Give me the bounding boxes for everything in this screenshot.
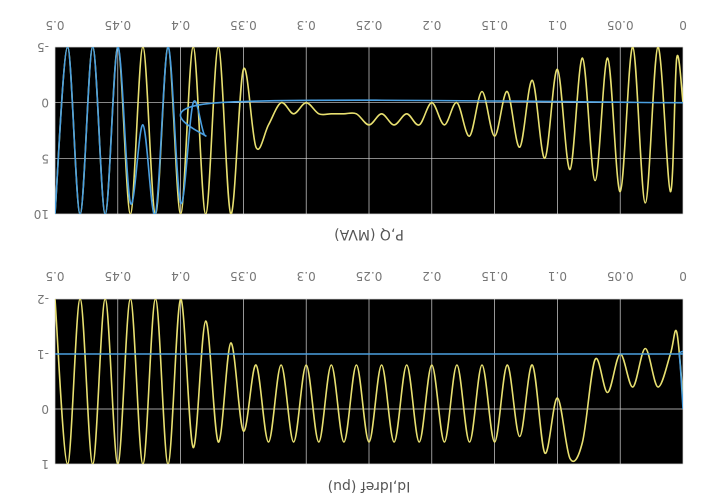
- power-x-axis-label: P,Q (MVA): [334, 226, 404, 242]
- power-x-tick-label: 0.05: [607, 18, 634, 32]
- current-y-tick-label: 0: [41, 402, 49, 416]
- power-x-tick-label: 0.3: [297, 18, 316, 32]
- current-x-tick-label: 0.25: [356, 269, 383, 283]
- current-x-tick-label: 0.5: [45, 269, 64, 283]
- power-series-line-2: [55, 47, 683, 214]
- power-x-tick-label: 0.4: [171, 18, 190, 32]
- current-x-tick-label: 0.3: [297, 269, 316, 283]
- power-x-tick-label: 0.35: [230, 18, 257, 32]
- power-y-tick-label: -5: [37, 40, 49, 54]
- power-x-tick-label: 0: [679, 18, 687, 32]
- current-x-tick-label: 0.4: [171, 269, 190, 283]
- current-y-tick-label: 1: [41, 457, 49, 471]
- current-x-tick-label: 0.1: [548, 269, 567, 283]
- power-x-tick-label: 0.2: [422, 18, 441, 32]
- current-x-tick-label: 0.2: [422, 269, 441, 283]
- power-series-line-1: [55, 47, 683, 214]
- current-x-tick-label: 0.35: [230, 269, 257, 283]
- current-series-line-1: [55, 299, 683, 464]
- current-x-tick-label: 0.05: [607, 269, 634, 283]
- current-x-tick-label: 0.15: [481, 269, 508, 283]
- current-plot: 0 0.05 0.1 0.15 0.2 0.25 0.3 0.35 0.4 0.45 0.5 -2 -1…: [37, 269, 687, 494]
- power-y-tick-label: 5: [41, 151, 49, 165]
- power-x-tick-label: 0.45: [104, 18, 131, 32]
- power-y-tick-label: 0: [41, 96, 49, 110]
- current-x-tick-label: 0.45: [104, 269, 131, 283]
- power-x-tick-label: 0.15: [481, 18, 508, 32]
- power-x-tick-label: 0.5: [45, 18, 64, 32]
- power-x-tick-label: 0.1: [548, 18, 567, 32]
- power-x-tick-label: 0.25: [356, 18, 383, 32]
- current-series-line-2: [55, 349, 683, 410]
- power-y-tick-label: 10: [34, 207, 49, 221]
- power-plot: 0 0.05 0.1 0.15 0.2 0.25 0.3 0.35 0.4 0.45 0.5 -5 0 5…: [34, 18, 687, 242]
- current-y-tick-label: -1: [37, 347, 49, 361]
- current-x-tick-label: 0: [679, 269, 687, 283]
- current-y-tick-label: -2: [37, 292, 49, 306]
- current-x-axis-label: Id,Idref (pu): [328, 478, 411, 494]
